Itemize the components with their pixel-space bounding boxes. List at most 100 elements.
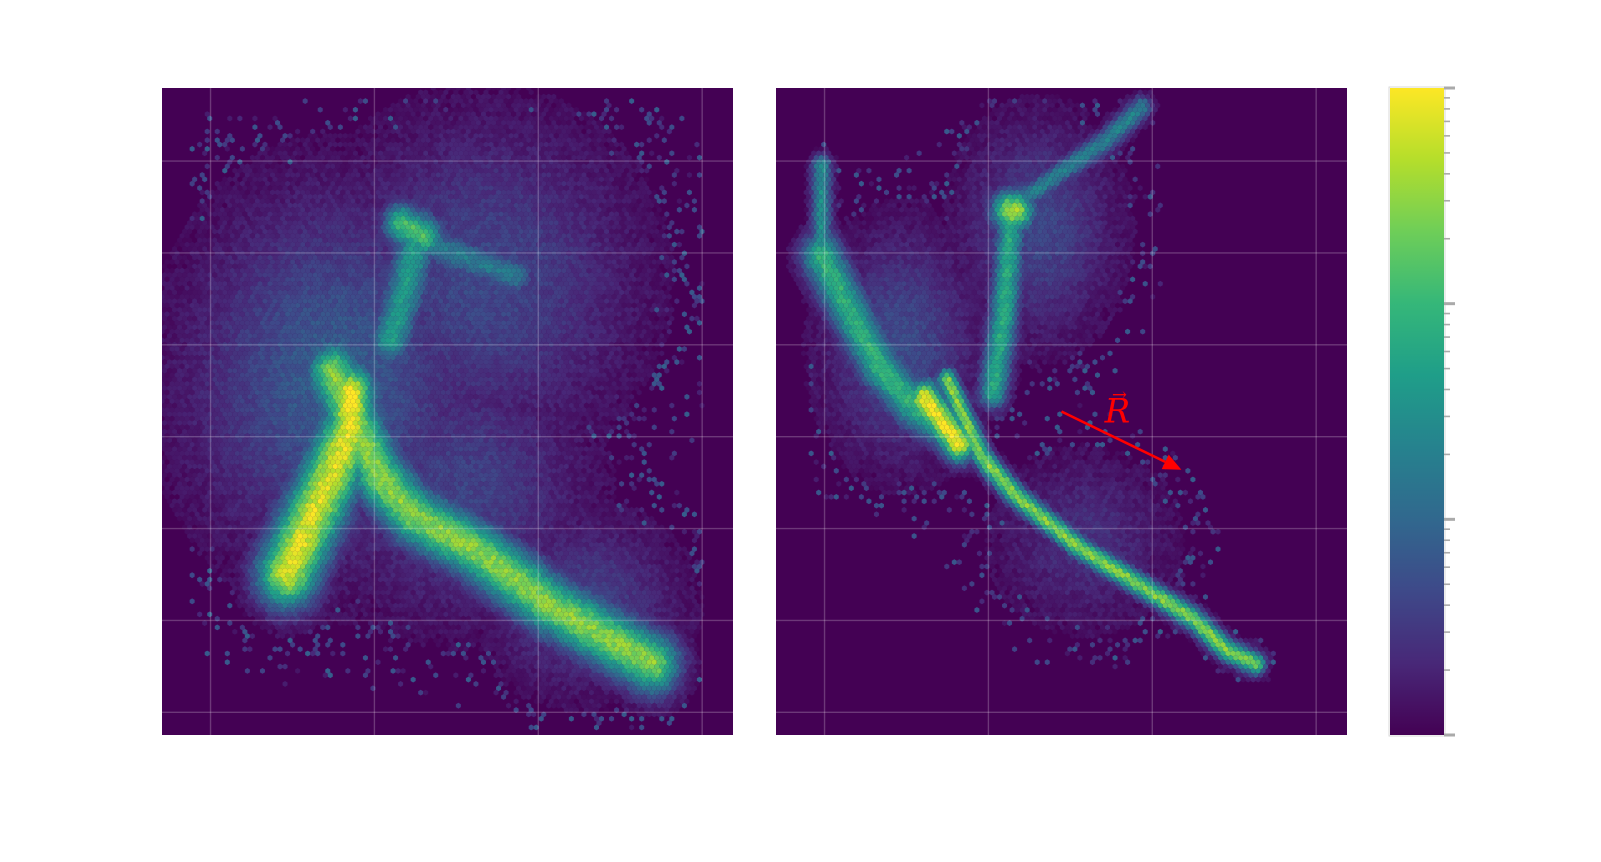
hexbin-cell bbox=[468, 150, 474, 157]
hexbin-cell bbox=[485, 102, 491, 109]
hexbin-cell bbox=[516, 180, 522, 187]
hexbin-cell bbox=[546, 146, 552, 152]
hexbin-cell bbox=[287, 150, 293, 157]
hexbin-cell bbox=[601, 154, 607, 161]
hexbin-cell bbox=[415, 154, 421, 161]
hexbin-cell bbox=[543, 159, 549, 165]
hexbin-cell bbox=[450, 154, 456, 161]
hexbin-cell bbox=[506, 88, 512, 91]
hexbin-cell bbox=[297, 176, 303, 183]
hexbin-cell bbox=[503, 89, 509, 96]
hexbin-cell bbox=[428, 124, 434, 131]
hexbin-cell bbox=[593, 167, 599, 174]
hexbin-cell bbox=[362, 185, 368, 191]
hexbin-cell bbox=[395, 128, 401, 135]
hexbin-cell bbox=[470, 180, 476, 187]
hexbin-cell bbox=[463, 106, 469, 113]
hexbin-cell bbox=[234, 180, 240, 187]
hexbin-cell bbox=[556, 102, 562, 109]
hexbin-cell bbox=[393, 141, 399, 148]
hexbin-cell bbox=[390, 102, 396, 109]
hexbin-cell bbox=[521, 119, 527, 126]
hexbin-cell bbox=[330, 172, 336, 178]
hexbin-cell bbox=[340, 137, 346, 144]
hexbin-cell bbox=[528, 150, 534, 157]
hexbin-cell bbox=[485, 88, 491, 91]
hexbin-cell bbox=[548, 150, 554, 157]
hexbin-cell bbox=[631, 172, 637, 178]
hexbin-cell bbox=[518, 150, 524, 157]
hexbin-cell bbox=[420, 119, 426, 126]
hexbin-cell bbox=[425, 111, 431, 117]
hexbin-cell bbox=[450, 119, 456, 126]
hexbin-cell bbox=[430, 111, 436, 117]
hexbin-cell bbox=[224, 137, 230, 144]
hexbin-cell bbox=[450, 180, 456, 187]
hexbin-cell bbox=[576, 111, 582, 117]
hexbin-cell bbox=[450, 102, 456, 109]
hexbin-cell bbox=[501, 93, 507, 100]
hexbin-cell bbox=[352, 185, 358, 191]
hexbin-cell bbox=[586, 180, 592, 187]
hexbin-cell bbox=[332, 141, 338, 148]
hexbin-cell bbox=[295, 172, 301, 178]
hexbin-cell bbox=[533, 115, 539, 122]
hexbin-cell bbox=[415, 128, 421, 135]
hexbin-cell bbox=[337, 159, 343, 165]
hexbin-cell bbox=[556, 146, 562, 152]
hexbin-cell bbox=[556, 180, 562, 187]
hexbin-cell bbox=[380, 154, 386, 161]
hexbin-cell bbox=[365, 172, 371, 178]
hexbin-cell bbox=[372, 150, 378, 157]
hexbin-cell bbox=[443, 176, 449, 183]
hexbin-cell bbox=[455, 88, 461, 91]
hexbin-cell bbox=[541, 111, 547, 117]
hexbin-cell bbox=[521, 180, 527, 187]
hexbin-cell bbox=[588, 141, 594, 148]
hexbin-cell bbox=[272, 115, 278, 122]
hexbin-cell bbox=[609, 150, 615, 157]
hexbin-cell bbox=[367, 115, 373, 122]
hexbin-cell bbox=[571, 180, 577, 187]
hexbin-cell bbox=[541, 172, 547, 178]
hexbin-cell bbox=[483, 106, 489, 113]
hexbin-cell bbox=[593, 176, 599, 183]
hexbin-cell bbox=[463, 159, 469, 165]
hexbin-cell bbox=[536, 146, 542, 152]
hexbin-cell bbox=[234, 172, 240, 178]
hexbin-cell bbox=[267, 167, 273, 174]
hexbin-cell bbox=[541, 163, 547, 170]
hexbin-cell bbox=[398, 141, 404, 148]
hexbin-cell bbox=[257, 132, 263, 139]
hexbin-cell bbox=[523, 124, 529, 131]
hexbin-cell bbox=[435, 102, 441, 109]
hexbin-cell bbox=[488, 176, 494, 183]
hexbin-cell bbox=[568, 150, 574, 157]
hexbin-cell bbox=[563, 159, 569, 165]
hexbin-cell bbox=[501, 111, 507, 117]
hexbin-cell bbox=[596, 119, 602, 126]
hexbin-cell bbox=[674, 167, 680, 174]
hexbin-cell bbox=[438, 141, 444, 148]
hexbin-cell bbox=[370, 137, 376, 144]
hexbin-cell bbox=[453, 132, 459, 139]
hexbin-cell bbox=[531, 137, 537, 144]
hexbin-cell bbox=[473, 98, 479, 104]
hexbin-cell bbox=[488, 124, 494, 131]
hexbin-cell bbox=[287, 159, 293, 165]
hexbin-cell bbox=[639, 150, 645, 157]
hexbin-cell bbox=[410, 172, 416, 178]
hexbin-cell bbox=[199, 172, 205, 178]
hexbin-cell bbox=[621, 172, 627, 178]
hexbin-cell bbox=[375, 137, 381, 144]
hexbin-cell bbox=[548, 98, 554, 104]
hexbin-cell bbox=[393, 115, 399, 122]
hexbin-cell bbox=[588, 115, 594, 122]
hexbin-cell bbox=[571, 111, 577, 117]
hexbin-cell bbox=[571, 172, 577, 178]
hexbin-cell bbox=[496, 102, 502, 109]
hexbin-cell bbox=[410, 146, 416, 152]
hexbin-cell bbox=[470, 128, 476, 135]
hexbin-cell bbox=[508, 167, 514, 174]
hexbin-cell bbox=[604, 124, 610, 131]
